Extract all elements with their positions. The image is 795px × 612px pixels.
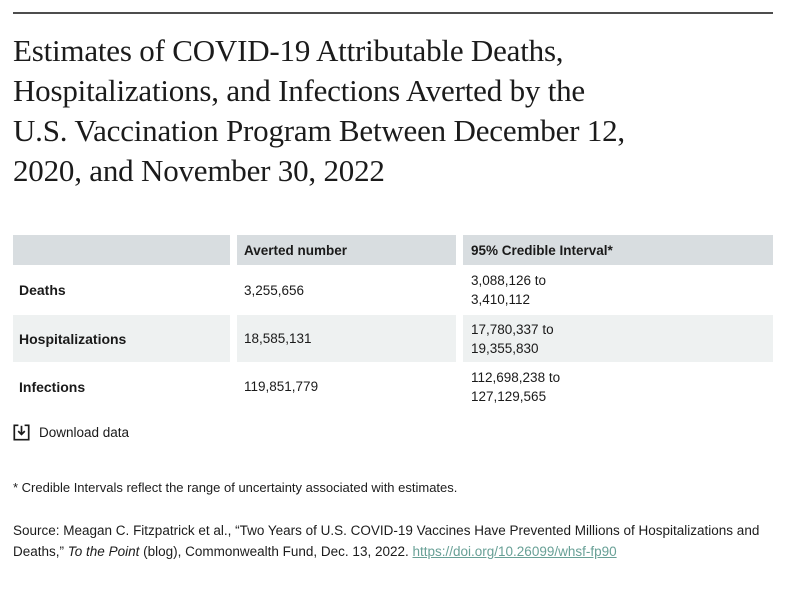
- source-citation: Source: Meagan C. Fitzpatrick et al., “T…: [13, 520, 773, 562]
- ci-line-1: 112,698,238 to: [471, 369, 561, 385]
- table-cell-deaths-averted: 3,255,656: [237, 265, 456, 315]
- download-data-button[interactable]: Download data: [13, 424, 129, 441]
- table-header-credible-interval: 95% Credible Interval*: [463, 235, 773, 265]
- source-text-middle: (blog), Commonwealth Fund, Dec. 13, 2022…: [139, 544, 413, 559]
- source-publication-italic: To the Point: [67, 544, 140, 559]
- table-cell-infections-ci: 112,698,238 to 127,129,565: [463, 362, 773, 411]
- page-title: Estimates of COVID-19 Attributable Death…: [13, 31, 773, 191]
- table-cell-hospitalizations-averted: 18,585,131: [237, 315, 456, 362]
- title-line-3: U.S. Vaccination Program Between Decembe…: [13, 113, 625, 148]
- source-text: Source: Meagan C. Fitzpatrick et al., “T…: [13, 523, 760, 559]
- data-table: Averted number 95% Credible Interval* De…: [13, 235, 773, 411]
- doi-link[interactable]: https://doi.org/10.26099/whsf-fp90: [412, 544, 617, 559]
- title-line-2: Hospitalizations, and Infections Averted…: [13, 73, 585, 108]
- table-header-blank: [13, 235, 230, 265]
- download-icon: [13, 424, 30, 441]
- ci-line-2: 3,410,112: [471, 292, 531, 307]
- table-row-label-infections: Infections: [13, 362, 230, 411]
- exhibit-container: Estimates of COVID-19 Attributable Death…: [13, 12, 773, 562]
- title-line-4: 2020, and November 30, 2022: [13, 153, 385, 188]
- table-cell-infections-averted: 119,851,779: [237, 362, 456, 411]
- ci-line-2: 127,129,565: [471, 388, 547, 404]
- top-divider: [13, 12, 773, 14]
- ci-line-2: 19,355,830: [471, 340, 539, 356]
- ci-line-1: 17,780,337 to: [471, 321, 554, 337]
- title-line-1: Estimates of COVID-19 Attributable Death…: [13, 33, 564, 68]
- table-row-label-deaths: Deaths: [13, 265, 230, 315]
- table-cell-hospitalizations-ci: 17,780,337 to 19,355,830: [463, 315, 773, 362]
- table-row-label-hospitalizations: Hospitalizations: [13, 315, 230, 362]
- download-label: Download data: [39, 425, 130, 440]
- ci-line-1: 3,088,126 to: [471, 273, 547, 288]
- credible-interval-footnote: * Credible Intervals reflect the range o…: [13, 480, 458, 495]
- table-header-averted: Averted number: [237, 235, 456, 265]
- table-cell-deaths-ci: 3,088,126 to 3,410,112: [463, 265, 773, 315]
